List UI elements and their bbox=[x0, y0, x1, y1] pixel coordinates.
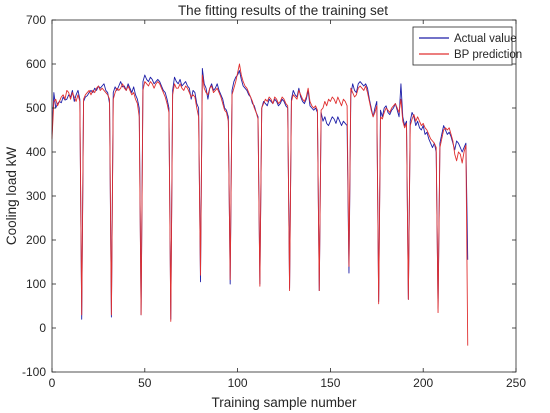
x-tick-label: 50 bbox=[138, 376, 152, 390]
y-tick-label: 300 bbox=[26, 189, 46, 203]
x-tick-label: 200 bbox=[413, 376, 433, 390]
legend-label: Actual value bbox=[454, 33, 517, 45]
x-tick-label: 0 bbox=[49, 376, 56, 390]
chart-title: The fitting results of the training set bbox=[178, 3, 388, 18]
x-axis-title: Training sample number bbox=[211, 395, 357, 410]
y-tick-label: 500 bbox=[26, 101, 46, 115]
ticks-layer: 0 50 100 150 200 250-100010020030040050060070… bbox=[22, 13, 526, 390]
y-tick-label: 0 bbox=[39, 321, 46, 335]
plot-area bbox=[52, 20, 516, 372]
legend-box bbox=[412, 26, 513, 66]
x-tick-label: 250 bbox=[506, 376, 526, 390]
y-tick-label: 400 bbox=[26, 145, 46, 159]
legend: Actual value BP prediction bbox=[412, 26, 522, 66]
x-tick-label: 100 bbox=[228, 376, 248, 390]
y-tick-label: 600 bbox=[26, 57, 46, 71]
y-tick-label: 100 bbox=[26, 277, 46, 291]
y-axis-title: Cooling load kW bbox=[4, 147, 19, 246]
series-layer bbox=[51, 63, 469, 346]
series-line-1 bbox=[51, 63, 469, 346]
legend-label: BP prediction bbox=[454, 49, 522, 61]
y-tick-label: 700 bbox=[26, 13, 46, 27]
x-tick-label: 150 bbox=[320, 376, 340, 390]
y-tick-label: 200 bbox=[26, 233, 46, 247]
y-tick-label: -100 bbox=[22, 365, 46, 379]
